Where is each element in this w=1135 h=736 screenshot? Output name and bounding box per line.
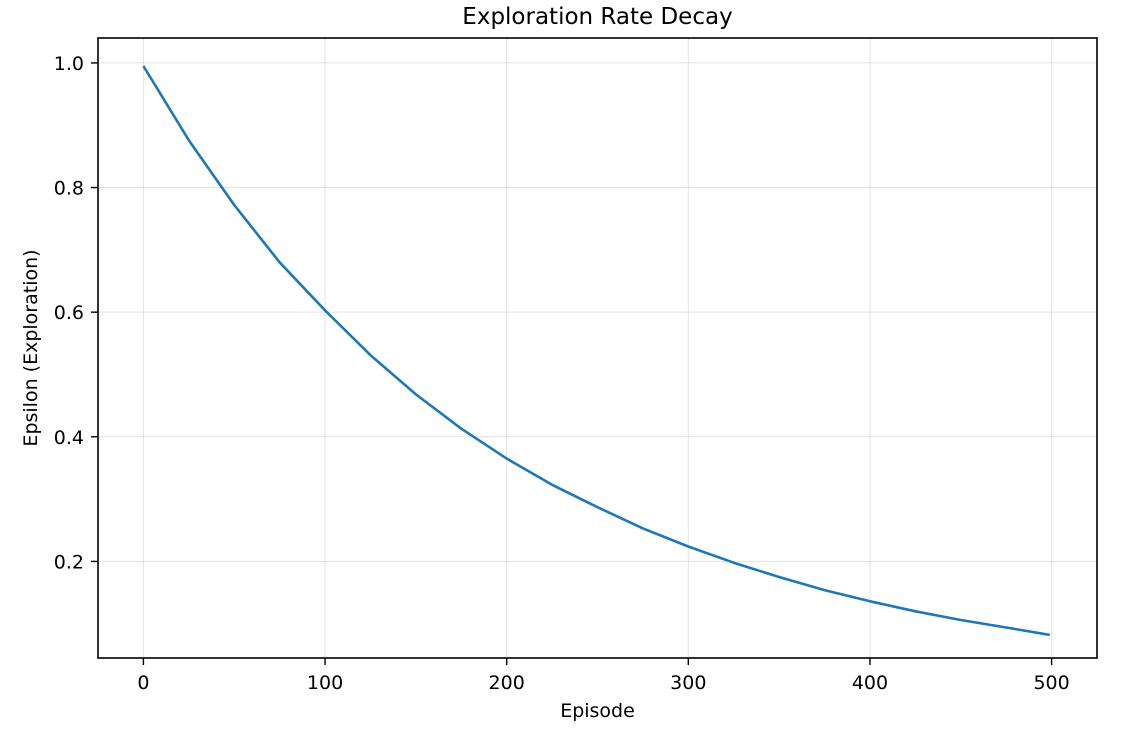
- axes-frame: [97, 37, 1098, 659]
- y-tick-label: 1.0: [54, 53, 84, 75]
- x-tick-label: 200: [489, 672, 525, 694]
- x-tick-label: 100: [307, 672, 343, 694]
- chart-title: Exploration Rate Decay: [462, 4, 732, 30]
- y-tick-label: 0.6: [54, 302, 84, 324]
- plot-area: [142, 65, 1051, 637]
- grid: [98, 38, 1097, 658]
- x-tick-label: 300: [670, 672, 706, 694]
- x-tick-label: 0: [137, 672, 149, 694]
- x-axis-label: Episode: [560, 700, 635, 722]
- y-tick-label: 0.2: [54, 551, 84, 573]
- x-tick-label: 400: [852, 672, 888, 694]
- y-axis-label: Epsilon (Exploration): [20, 249, 42, 446]
- y-tick-label: 0.8: [54, 178, 84, 200]
- y-axis: 0.2 0.4 0.6 0.8 1.0: [54, 53, 98, 573]
- series-line: [142, 65, 1051, 637]
- x-tick-label: 500: [1033, 672, 1069, 694]
- y-tick-label: 0.4: [54, 427, 84, 449]
- x-axis: 0 100 200 300 400 500: [137, 658, 1070, 694]
